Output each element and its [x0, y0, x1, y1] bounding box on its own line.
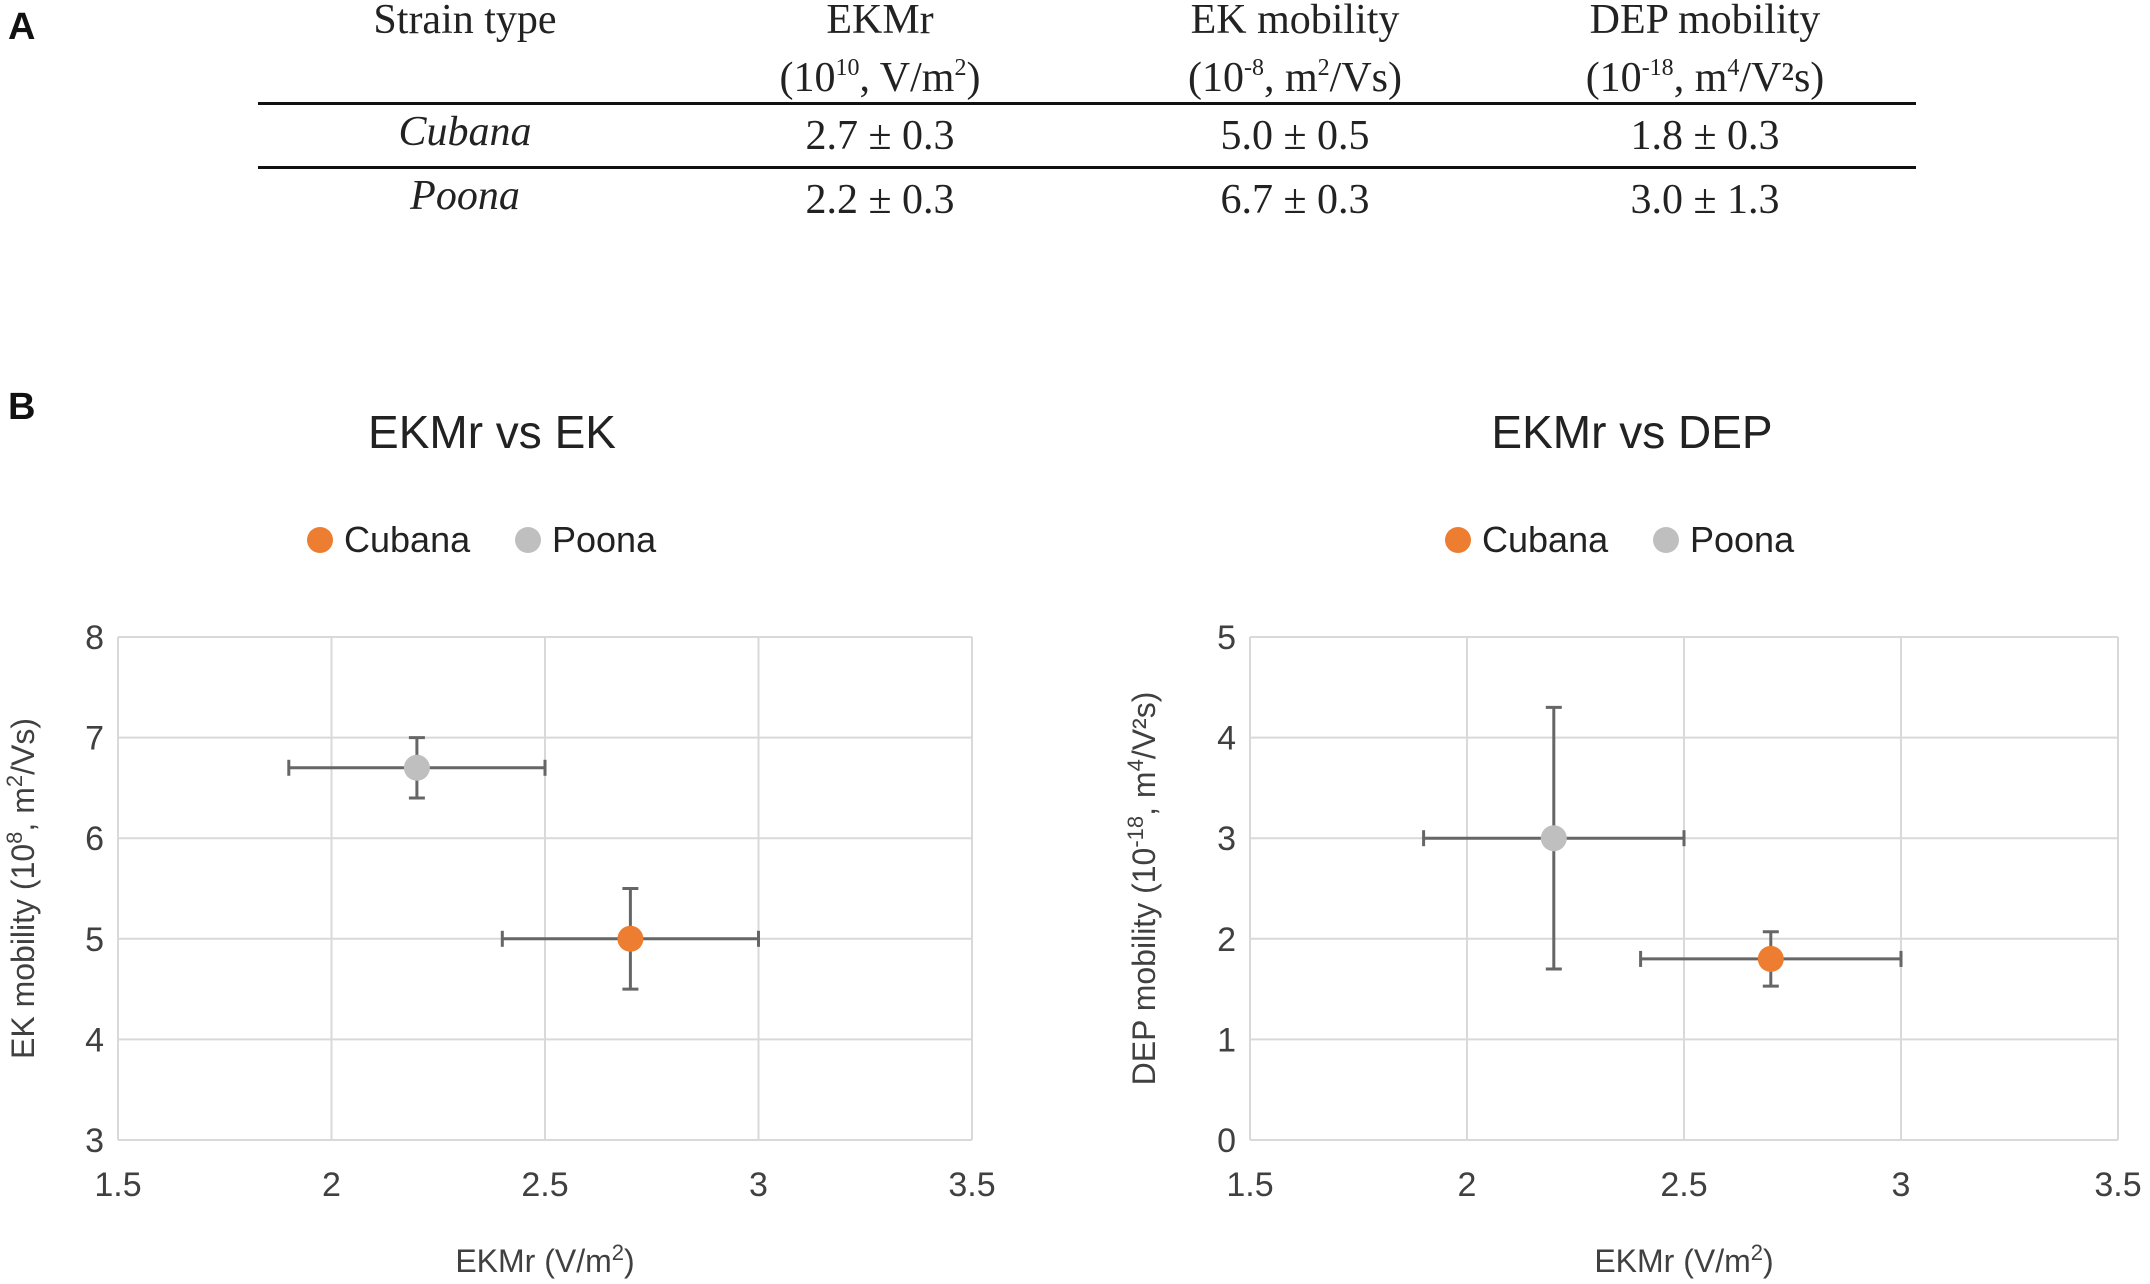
header-ek-mobility: EK mobility [1190, 0, 1400, 43]
data-point-poona [403, 754, 430, 781]
legend-marker-cubana [307, 527, 333, 553]
y-tick-label: 3 [1217, 820, 1236, 858]
y-tick-label: 5 [85, 921, 104, 959]
y-tick-label: 4 [1217, 720, 1236, 758]
header-ekmr: EKMr [826, 0, 934, 43]
x-tick-label: 3 [1892, 1166, 1911, 1204]
x-axis-label: EKMr (V/m2) [455, 1240, 634, 1279]
table-row-rule [258, 166, 1916, 169]
x-tick-label: 2 [322, 1166, 341, 1204]
header-ekmr-units: (1010, V/m2) [779, 55, 981, 101]
cell-strain-cubana: Cubana [398, 109, 532, 155]
y-tick-label: 4 [85, 1021, 104, 1059]
y-tick-label: 1 [1217, 1021, 1236, 1059]
header-dep-mobility: DEP mobility [1589, 0, 1821, 43]
header-dep-units: (10-18, m4/V²s) [1585, 55, 1825, 101]
y-tick-label: 3 [85, 1122, 104, 1160]
chart-title: EKMr vs EK [368, 406, 616, 458]
legend-marker-poona [515, 527, 541, 553]
cell-ekmr-poona: 2.2 ± 0.3 [805, 177, 955, 223]
panel-label-b: B [8, 386, 36, 428]
chart-title: EKMr vs DEP [1491, 406, 1772, 458]
header-strain-type: Strain type [373, 0, 557, 43]
x-tick-label: 2.5 [1660, 1166, 1707, 1204]
y-tick-label: 0 [1217, 1122, 1236, 1160]
chart-2: EKMr vs DEP Cubana Poona 1.5 2 2.5 3 3.5 0 1 2 3 4 5 E… [1123, 406, 2142, 1279]
cell-dep-cubana: 1.8 ± 0.3 [1630, 113, 1780, 159]
y-tick-label: 8 [85, 619, 104, 657]
x-axis-label: EKMr (V/m2) [1594, 1240, 1773, 1279]
data-table: Strain type EKMr EK mobility DEP mobilit… [0, 0, 2150, 260]
legend-marker-poona [1653, 527, 1679, 553]
x-tick-label: 3.5 [2094, 1166, 2141, 1204]
x-tick-label: 1.5 [1226, 1166, 1273, 1204]
x-tick-label: 2 [1458, 1166, 1477, 1204]
y-tick-label: 6 [85, 820, 104, 858]
data-point-cubana [617, 925, 644, 952]
x-tick-label: 1.5 [94, 1166, 141, 1204]
table-header-rule [258, 102, 1916, 105]
legend-label-poona: Poona [552, 519, 657, 560]
panel-label-a: A [8, 6, 36, 48]
data-point-cubana [1757, 945, 1784, 972]
header-ek-units: (10-8, m2/Vs) [1187, 55, 1402, 101]
legend-label-cubana: Cubana [344, 519, 471, 560]
y-tick-label: 5 [1217, 619, 1236, 657]
y-axis-label: DEP mobility (10-18, m4/V²s) [1123, 692, 1162, 1086]
chart-1: EKMr vs EK Cubana Poona 1.5 2 2.5 3 3.5 3 4 5 6 7 8 EK… [2, 406, 996, 1279]
x-tick-label: 3 [749, 1166, 768, 1204]
x-tick-label: 2.5 [521, 1166, 568, 1204]
y-tick-label: 2 [1217, 921, 1236, 959]
legend-label-poona: Poona [1690, 519, 1795, 560]
y-tick-label: 7 [85, 720, 104, 758]
cell-strain-poona: Poona [410, 173, 520, 219]
legend-label-cubana: Cubana [1482, 519, 1609, 560]
y-axis-label: EK mobility (108, m2/Vs) [2, 718, 41, 1059]
cell-ek-poona: 6.7 ± 0.3 [1220, 177, 1370, 223]
x-tick-label: 3.5 [948, 1166, 995, 1204]
legend-marker-cubana [1445, 527, 1471, 553]
cell-ekmr-cubana: 2.7 ± 0.3 [805, 113, 955, 159]
cell-ek-cubana: 5.0 ± 0.5 [1220, 113, 1370, 159]
cell-dep-poona: 3.0 ± 1.3 [1630, 177, 1780, 223]
data-point-poona [1540, 825, 1567, 852]
